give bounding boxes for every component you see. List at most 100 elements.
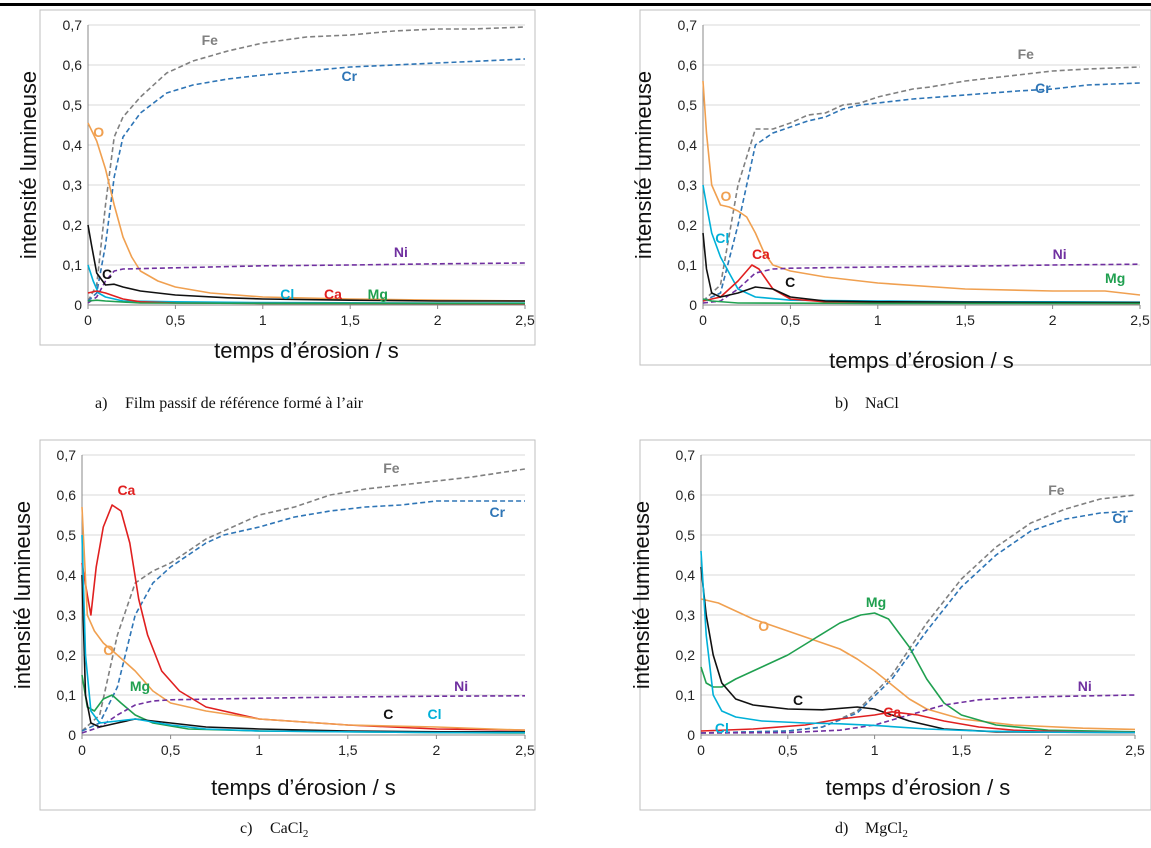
x-tick-label: 2	[1044, 742, 1052, 758]
caption-text-c: CaCl	[270, 820, 303, 837]
series-label-fe: Fe	[1048, 482, 1065, 498]
series-label-c: C	[383, 706, 393, 722]
series-label-fe: Fe	[383, 460, 400, 476]
x-tick-label: 0	[697, 742, 705, 758]
x-tick-label: 0	[699, 312, 707, 328]
x-axis-label: temps d’érosion / s	[211, 775, 396, 800]
x-tick-label: 0	[78, 742, 86, 758]
y-tick-label: 0,3	[676, 607, 696, 623]
x-tick-label: 2,5	[515, 312, 535, 328]
x-tick-label: 1,5	[340, 312, 360, 328]
series-line-cr	[87, 58, 526, 302]
series-label-cr: Cr	[341, 68, 357, 84]
caption-letter-c: c)	[240, 820, 253, 837]
y-tick-label: 0,2	[676, 647, 696, 663]
series-label-mg: Mg	[130, 678, 150, 694]
y-axis-label: intensité lumineuse	[631, 71, 656, 259]
panel-frame	[39, 9, 536, 346]
y-tick-label: 0,2	[63, 217, 83, 233]
y-tick-label: 0,4	[57, 567, 77, 583]
series-label-fe: Fe	[1018, 46, 1035, 62]
y-axis-label: intensité lumineuse	[16, 71, 41, 259]
x-tick-label: 2	[434, 312, 442, 328]
series-label-cr: Cr	[490, 504, 506, 520]
panel-frame	[639, 439, 1151, 811]
series-label-fe: Fe	[202, 32, 219, 48]
series-label-c: C	[785, 274, 795, 290]
series-label-c: C	[102, 266, 112, 282]
y-tick-label: 0	[74, 297, 82, 313]
series-line-o	[81, 506, 526, 731]
x-axis-label: temps d’érosion / s	[214, 338, 399, 363]
series-line-cl	[700, 550, 1136, 734]
y-tick-label: 0,1	[676, 687, 696, 703]
y-tick-label: 0	[687, 727, 695, 743]
series-line-fe	[700, 494, 1136, 734]
series-label-ca: Ca	[883, 704, 901, 720]
y-tick-label: 0,7	[57, 447, 77, 463]
series-label-ni: Ni	[1053, 246, 1067, 262]
series-line-fe	[702, 66, 1141, 302]
y-tick-label: 0,3	[57, 607, 77, 623]
series-label-cr: Cr	[1035, 80, 1051, 96]
caption-sub-c: 2	[302, 828, 309, 841]
series-line-mg	[700, 612, 1136, 733]
series-label-cl: Cl	[280, 286, 294, 302]
y-tick-label: 0,7	[678, 17, 698, 33]
x-tick-label: 2,5	[515, 742, 535, 758]
y-tick-label: 0,6	[63, 57, 83, 73]
series-label-ca: Ca	[752, 246, 770, 262]
caption-d: d) MgCl2	[835, 820, 908, 840]
top-rule	[0, 3, 1151, 6]
series-line-c	[700, 566, 1136, 734]
series-label-cr: Cr	[1112, 510, 1128, 526]
y-tick-label: 0,6	[676, 487, 696, 503]
x-tick-label: 1,5	[338, 742, 358, 758]
series-line-fe	[81, 468, 526, 732]
caption-b: b) NaCl	[835, 395, 899, 413]
series-label-ni: Ni	[1078, 678, 1092, 694]
x-axis-label: temps d’érosion / s	[829, 348, 1014, 373]
caption-text-a: Film passif de référence formé à l’air	[125, 395, 364, 412]
series-label-o: O	[758, 618, 769, 634]
caption-letter-b: b)	[835, 395, 849, 412]
series-line-cl	[702, 184, 1141, 304]
series-line-o	[700, 598, 1136, 731]
series-line-c	[702, 232, 1140, 304]
series-line-cr	[702, 82, 1141, 302]
y-axis-label: intensité lumineuse	[629, 501, 654, 689]
y-tick-label: 0,5	[57, 527, 77, 543]
y-tick-label: 0,5	[676, 527, 696, 543]
series-label-ni: Ni	[394, 244, 408, 260]
y-tick-label: 0,2	[57, 647, 77, 663]
x-tick-label: 1	[871, 742, 879, 758]
y-tick-label: 0,2	[678, 217, 698, 233]
panel-frame	[639, 9, 1151, 366]
series-line-mg	[87, 299, 525, 305]
series-line-ni	[700, 694, 1136, 734]
series-line-ni	[87, 262, 526, 304]
series-line-cr	[700, 510, 1136, 734]
series-label-ca: Ca	[117, 482, 135, 498]
x-tick-label: 0,5	[166, 312, 186, 328]
x-tick-label: 0	[84, 312, 92, 328]
x-tick-label: 1	[259, 312, 267, 328]
caption-text-b: NaCl	[865, 395, 899, 412]
y-tick-label: 0,6	[57, 487, 77, 503]
series-label-mg: Mg	[866, 594, 886, 610]
series-label-ca: Ca	[324, 286, 342, 302]
x-tick-label: 1	[874, 312, 882, 328]
chart-panel-b: 0 0,1 0,2 0,3 0,4 0,5 0,6 0,7 0 0,5 1 1,5 2 2,5 temps …	[631, 9, 1151, 373]
y-axis-label: intensité lumineuse	[10, 501, 35, 689]
x-tick-label: 0,5	[781, 312, 801, 328]
series-label-cl: Cl	[428, 706, 442, 722]
y-tick-label: 0,3	[678, 177, 698, 193]
y-tick-label: 0,1	[63, 257, 83, 273]
chart-panel-c: 0 0,1 0,2 0,3 0,4 0,5 0,6 0,7 0 0,5 1 1,5 2 2,5 temps …	[10, 439, 536, 811]
x-tick-label: 0,5	[161, 742, 181, 758]
series-label-c: C	[793, 692, 803, 708]
y-tick-label: 0,3	[63, 177, 83, 193]
x-tick-label: 0,5	[778, 742, 798, 758]
y-tick-label: 0,7	[676, 447, 696, 463]
series-label-mg: Mg	[368, 286, 388, 302]
